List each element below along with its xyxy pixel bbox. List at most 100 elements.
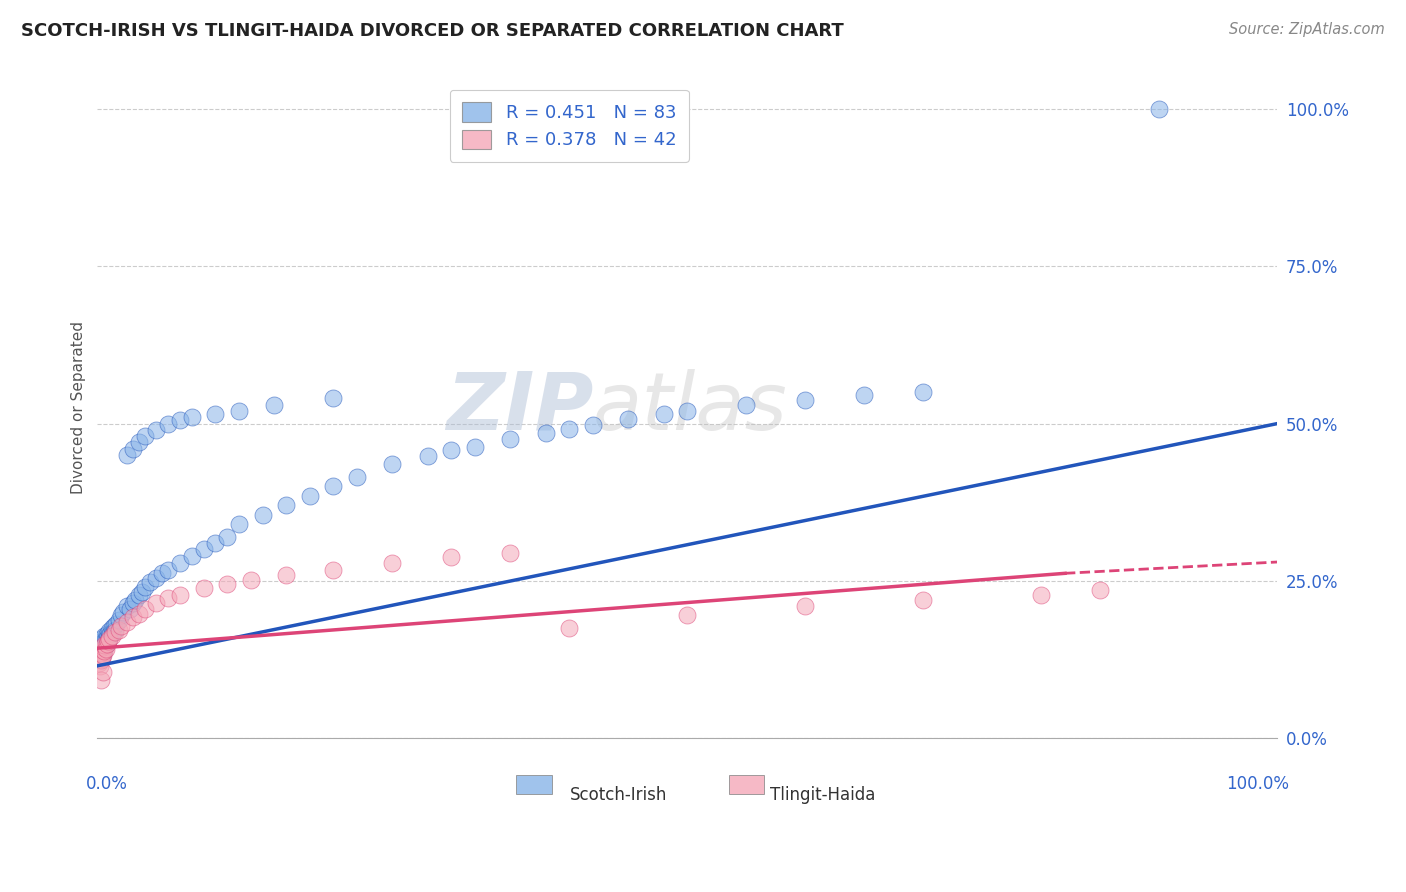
Point bbox=[107, 623, 129, 637]
Point bbox=[93, 629, 115, 643]
Point bbox=[239, 573, 262, 587]
Point bbox=[97, 629, 120, 643]
Point bbox=[91, 640, 114, 654]
Point bbox=[91, 650, 114, 665]
Point bbox=[735, 398, 758, 412]
Point bbox=[558, 621, 581, 635]
Point bbox=[94, 632, 117, 646]
Point bbox=[416, 450, 439, 464]
Y-axis label: Divorced or Separated: Divorced or Separated bbox=[72, 321, 86, 494]
Point bbox=[120, 602, 142, 616]
Point bbox=[145, 596, 167, 610]
Point bbox=[89, 649, 111, 664]
Point bbox=[121, 596, 143, 610]
Point bbox=[440, 442, 463, 457]
Point bbox=[90, 637, 112, 651]
Point bbox=[98, 632, 121, 646]
Point bbox=[124, 592, 146, 607]
Text: 0.0%: 0.0% bbox=[86, 774, 128, 792]
Point bbox=[150, 566, 173, 581]
Text: 100.0%: 100.0% bbox=[1226, 774, 1289, 792]
Point bbox=[87, 656, 110, 670]
Point bbox=[134, 602, 156, 616]
Point bbox=[534, 425, 557, 440]
Point bbox=[110, 608, 132, 623]
Point bbox=[263, 398, 285, 412]
Point bbox=[91, 646, 114, 660]
FancyBboxPatch shape bbox=[728, 774, 763, 795]
Point bbox=[145, 423, 167, 437]
Point bbox=[91, 631, 114, 645]
Point bbox=[93, 640, 115, 654]
Point bbox=[134, 429, 156, 443]
Point bbox=[912, 592, 935, 607]
Point bbox=[90, 646, 112, 660]
Point bbox=[217, 577, 239, 591]
Point bbox=[115, 599, 138, 613]
Point bbox=[94, 641, 117, 656]
Point bbox=[1149, 102, 1171, 116]
Point bbox=[91, 643, 114, 657]
Point bbox=[499, 545, 522, 559]
Point bbox=[97, 633, 120, 648]
Point bbox=[107, 613, 129, 627]
Point bbox=[157, 562, 180, 576]
Point bbox=[97, 633, 120, 648]
Point bbox=[322, 479, 344, 493]
Point bbox=[89, 640, 111, 654]
Text: SCOTCH-IRISH VS TLINGIT-HAIDA DIVORCED OR SEPARATED CORRELATION CHART: SCOTCH-IRISH VS TLINGIT-HAIDA DIVORCED O… bbox=[21, 22, 844, 40]
Point bbox=[93, 633, 115, 648]
Legend: R = 0.451   N = 83, R = 0.378   N = 42: R = 0.451 N = 83, R = 0.378 N = 42 bbox=[450, 90, 689, 162]
Point bbox=[464, 441, 486, 455]
Point bbox=[228, 517, 250, 532]
Point bbox=[676, 608, 699, 623]
Point bbox=[115, 615, 138, 629]
Point bbox=[93, 638, 115, 652]
Point bbox=[1031, 588, 1053, 602]
Point bbox=[157, 417, 180, 431]
Point bbox=[115, 448, 138, 462]
Point bbox=[193, 582, 215, 596]
Point bbox=[298, 489, 321, 503]
Point bbox=[98, 631, 121, 645]
Point bbox=[157, 591, 180, 606]
Point bbox=[131, 585, 153, 599]
Point bbox=[90, 673, 112, 688]
Point bbox=[145, 571, 167, 585]
Point bbox=[91, 665, 114, 679]
Point bbox=[110, 619, 132, 633]
Point bbox=[346, 470, 368, 484]
Point bbox=[94, 638, 117, 652]
Point bbox=[104, 623, 127, 637]
Point bbox=[169, 413, 191, 427]
Point bbox=[276, 567, 298, 582]
Point bbox=[104, 625, 127, 640]
Point bbox=[91, 643, 114, 657]
Point bbox=[121, 442, 143, 456]
Point bbox=[180, 410, 202, 425]
Text: atlas: atlas bbox=[593, 368, 787, 447]
Point bbox=[582, 417, 605, 432]
Point bbox=[96, 635, 118, 649]
Point bbox=[169, 556, 191, 570]
Point bbox=[794, 392, 817, 407]
FancyBboxPatch shape bbox=[516, 774, 551, 795]
Point bbox=[180, 549, 202, 563]
Point bbox=[91, 649, 114, 664]
Point bbox=[112, 605, 135, 619]
Point bbox=[1090, 583, 1112, 598]
Point bbox=[91, 648, 114, 662]
Text: ZIP: ZIP bbox=[446, 368, 593, 447]
Point bbox=[91, 640, 114, 654]
Point bbox=[499, 432, 522, 446]
Point bbox=[204, 407, 226, 421]
Point bbox=[90, 652, 112, 666]
Point bbox=[440, 549, 463, 564]
Text: Source: ZipAtlas.com: Source: ZipAtlas.com bbox=[1229, 22, 1385, 37]
Point bbox=[98, 627, 121, 641]
Point bbox=[87, 646, 110, 660]
Point bbox=[100, 621, 122, 635]
Point bbox=[853, 388, 876, 402]
Point bbox=[93, 644, 115, 658]
Text: Scotch-Irish: Scotch-Irish bbox=[569, 786, 666, 804]
